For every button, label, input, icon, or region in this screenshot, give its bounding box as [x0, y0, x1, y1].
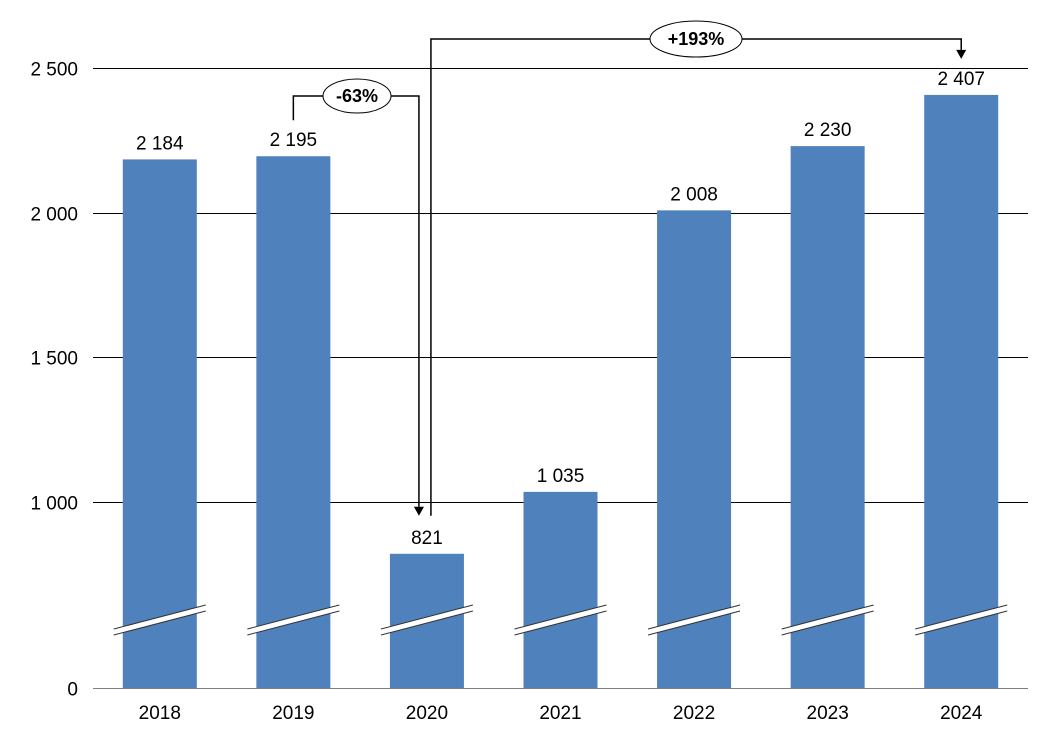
data-labels: 2 184 2 195 821 1 035 2 008 2 230 2 407 [136, 69, 985, 549]
axis-break-line [247, 604, 340, 630]
axis-break-line [647, 610, 741, 636]
x-axis-ticks: 2018 2019 2020 2021 2022 2023 2024 [139, 703, 983, 724]
x-tick-label: 2024 [940, 703, 983, 724]
arrow-head [956, 49, 967, 59]
axis-break-band [514, 605, 607, 635]
bar [790, 146, 865, 688]
axis-break-line [781, 610, 874, 636]
annotation-label: -63% [336, 86, 378, 106]
axis-break-line [514, 604, 607, 630]
y-tick-label: 1 000 [30, 494, 78, 515]
annotation-oval [322, 78, 392, 114]
change-annotations: -63% +193% [292, 20, 967, 516]
axis-break-line [380, 610, 474, 636]
data-label: 821 [411, 528, 443, 549]
bar [657, 210, 732, 689]
x-tick-label: 2019 [272, 703, 314, 724]
data-label: 2 230 [804, 120, 852, 141]
y-tick-label: 2 000 [30, 205, 78, 226]
annotation-label: +193% [668, 29, 725, 49]
axis-break-band [380, 605, 473, 635]
y-tick-label: 0 [67, 680, 78, 701]
axis-break-line [781, 604, 874, 630]
axis-break-line [113, 610, 206, 636]
axis-break-band [781, 605, 874, 635]
x-tick-label: 2023 [807, 703, 849, 724]
axis-break-line [514, 610, 607, 636]
y-axis-ticks: 0 1 000 1 500 2 000 2 500 [30, 60, 78, 701]
axis-break-marks [113, 604, 1008, 636]
data-label: 2 195 [270, 130, 318, 151]
bar [122, 159, 197, 689]
annotation-oval [649, 20, 743, 58]
axis-break-line [380, 604, 474, 630]
x-tick-label: 2018 [139, 703, 181, 724]
bar [523, 491, 598, 688]
axis-break-line [915, 604, 1008, 630]
data-label: 2 407 [937, 69, 985, 90]
y-tick-label: 2 500 [30, 60, 78, 81]
data-label: 2 184 [136, 133, 184, 154]
axis-break-line [647, 604, 741, 630]
axis-break-line [915, 610, 1008, 636]
axis-break-band [247, 605, 340, 635]
axis-break-band [113, 605, 206, 635]
x-tick-label: 2021 [539, 703, 581, 724]
axis-break-line [113, 604, 206, 630]
y-tick-label: 1 500 [30, 349, 78, 370]
axis-break-band [915, 605, 1008, 635]
gridlines [93, 68, 1028, 689]
x-tick-label: 2022 [673, 703, 715, 724]
bar [924, 94, 999, 688]
axis-break-line [247, 610, 340, 636]
axis-break-band [648, 605, 741, 635]
x-tick-label: 2020 [406, 703, 448, 724]
arrow-head [413, 506, 424, 516]
bars [122, 94, 999, 689]
data-label: 2 008 [670, 184, 718, 205]
bar [256, 156, 331, 688]
data-label: 1 035 [537, 466, 585, 487]
